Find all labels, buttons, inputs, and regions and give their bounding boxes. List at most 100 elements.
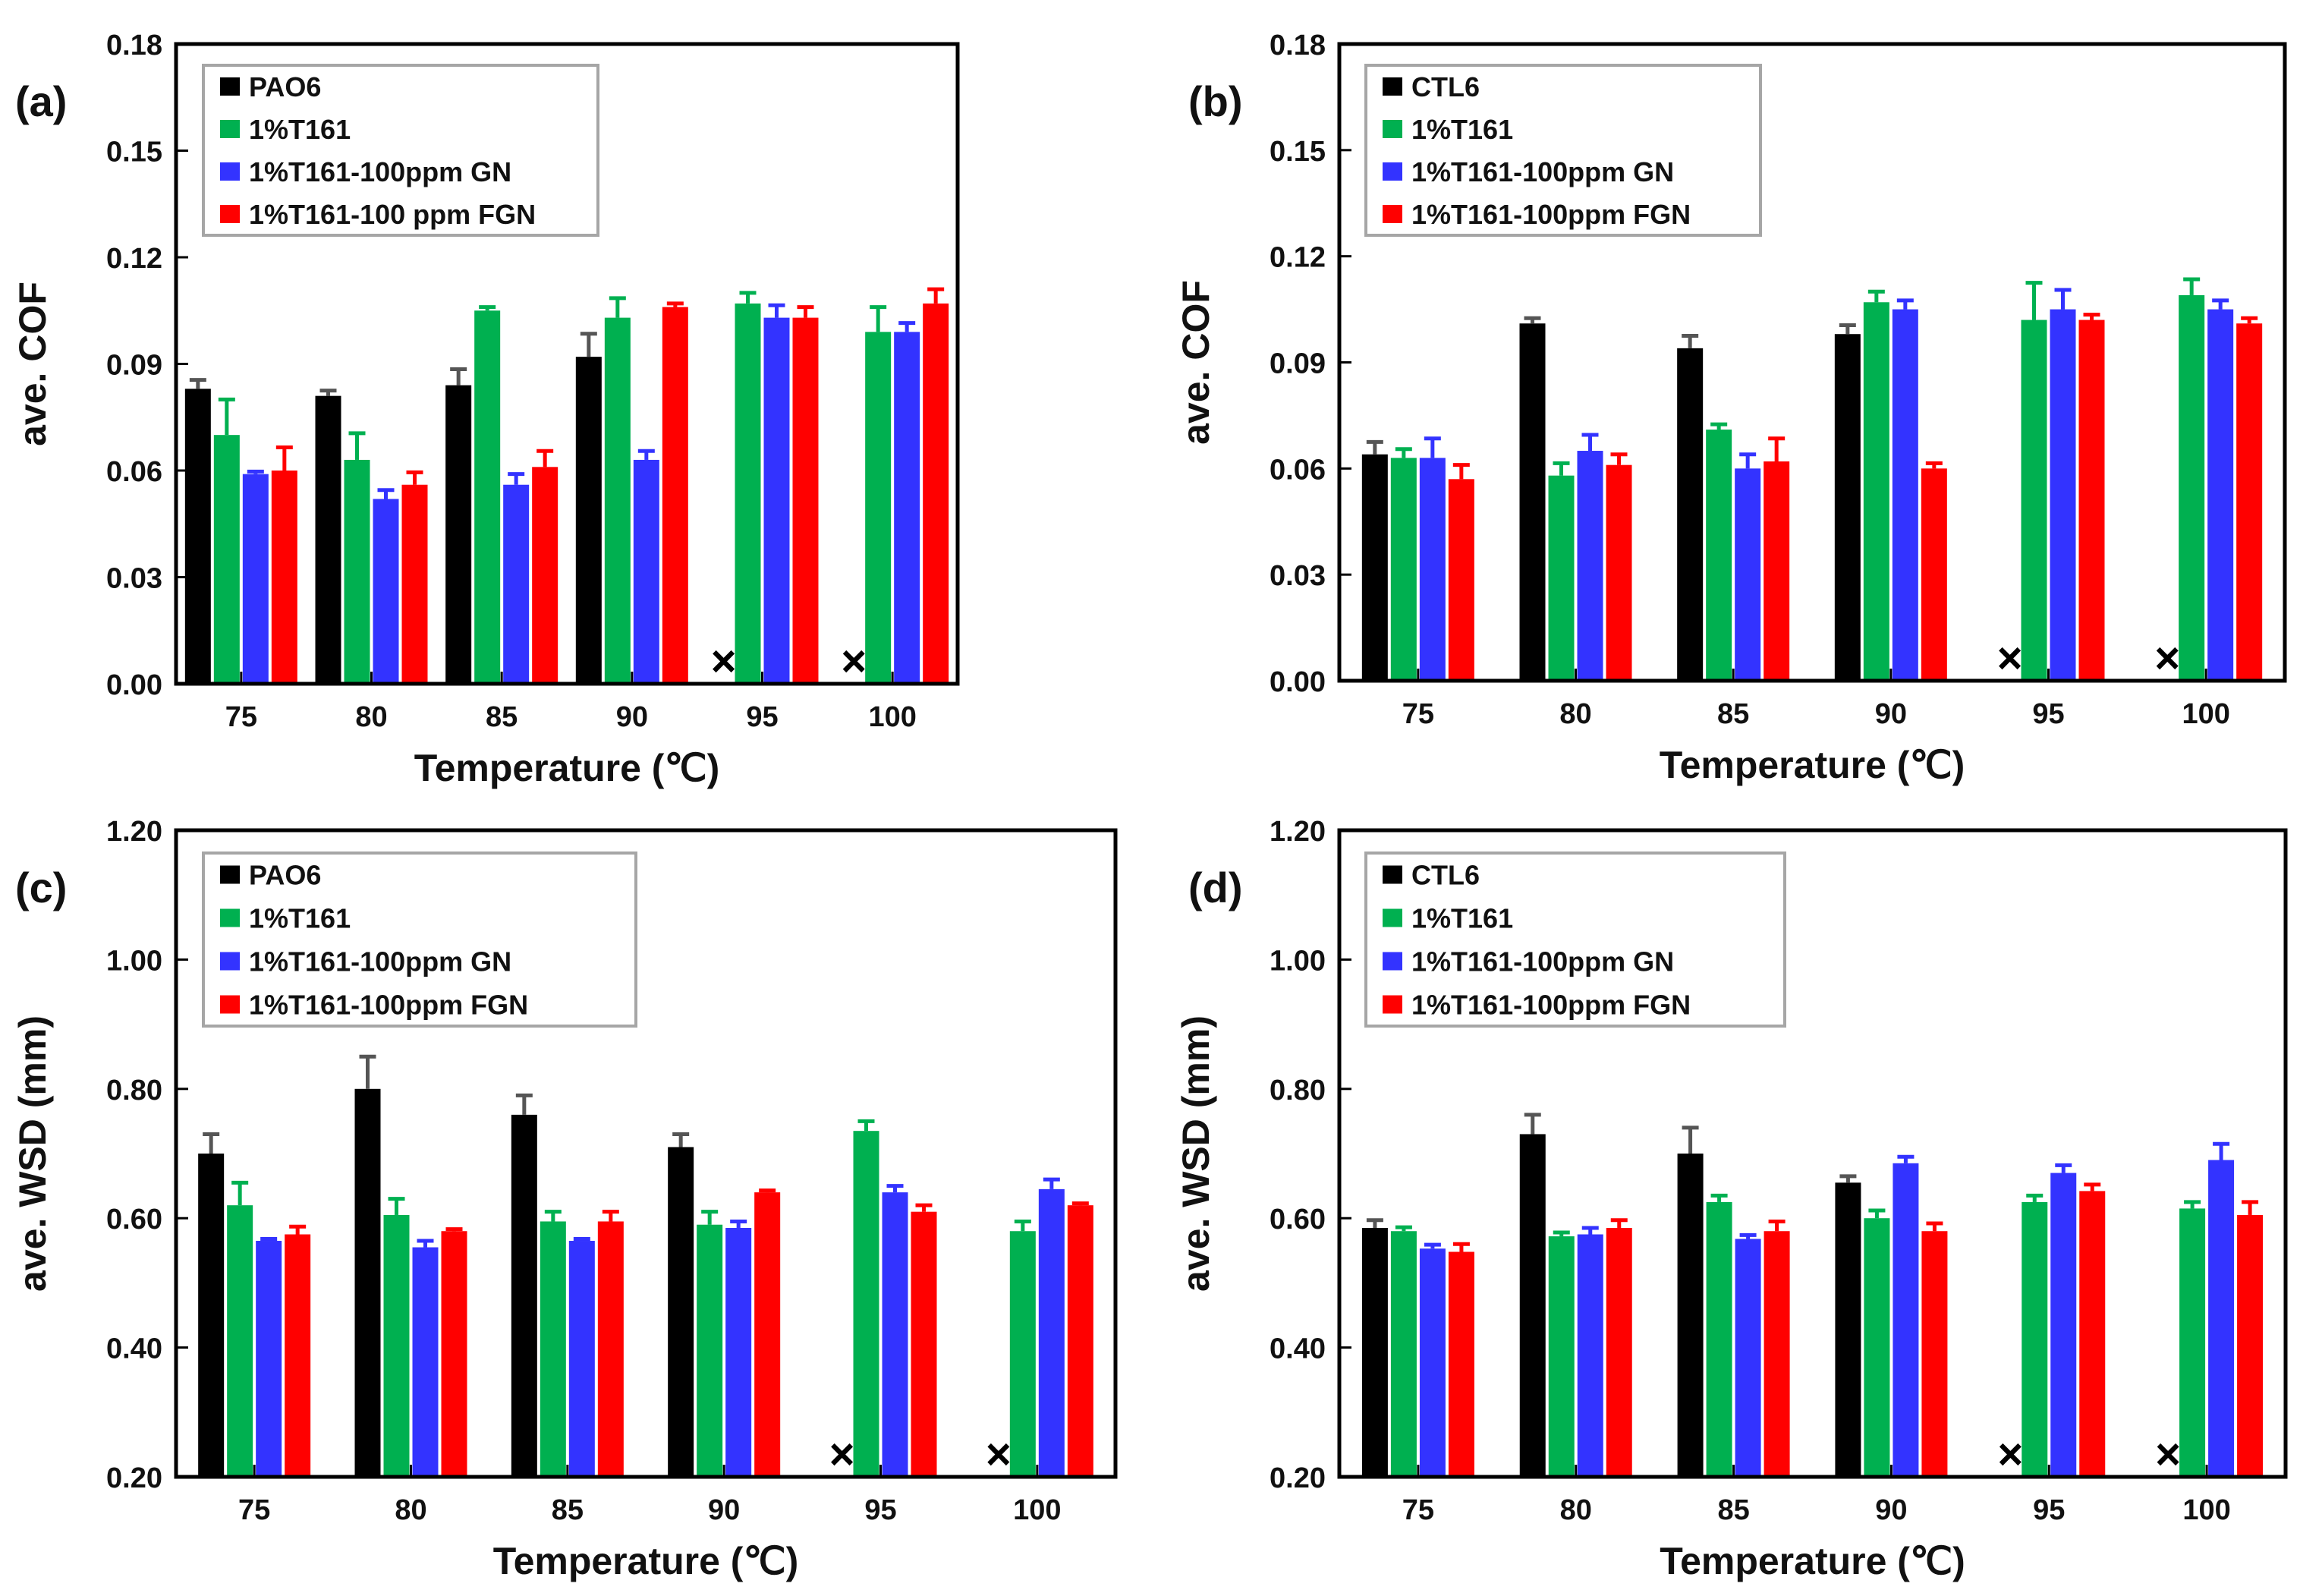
- legend-swatch: [1383, 908, 1402, 927]
- x-tick-label: 95: [2032, 698, 2064, 730]
- y-tick-label: 0.18: [106, 30, 162, 61]
- x-axis-title: Temperature (℃): [1660, 1540, 1965, 1582]
- legend-swatch: [1383, 120, 1402, 138]
- bar: [1735, 468, 1761, 681]
- bar: [1390, 458, 1417, 681]
- bar: [1519, 323, 1546, 681]
- legend: CTL6 1%T161 1%T161-100ppm GN 1%T161-100ppm …: [1364, 64, 1762, 237]
- legend-swatch: [220, 205, 240, 223]
- legend-entry: CTL6: [1411, 860, 1480, 891]
- bar: [1067, 1205, 1093, 1477]
- x-tick-label: 100: [2182, 1494, 2230, 1526]
- legend-entry: 1%T161-100ppm FGN: [1411, 990, 1691, 1021]
- panel-b: (b) 0.00 0.03 0.06 0.09 0.12 0.15 0.18 75 80 85 90 9…: [1175, 30, 2287, 786]
- bar: [1706, 1201, 1732, 1477]
- panel-c-label: (c): [15, 864, 67, 911]
- bar: [2179, 1208, 2206, 1477]
- bar: [911, 1211, 937, 1477]
- missing-marker: ×: [1997, 634, 2023, 683]
- bar: [474, 310, 501, 684]
- bar: [882, 1192, 908, 1477]
- missing-marker: ×: [2154, 634, 2180, 683]
- bar: [1921, 468, 1947, 681]
- y-tick-label: 1.00: [106, 945, 162, 977]
- x-tick-label: 75: [238, 1494, 270, 1526]
- x-tick-label: 80: [1560, 1494, 1592, 1526]
- bar: [2236, 323, 2263, 681]
- legend-entry: 1%T161: [1411, 114, 1513, 145]
- bar: [1677, 1154, 1704, 1477]
- x-tick-label: 90: [616, 701, 648, 733]
- x-tick-label: 85: [1717, 698, 1749, 730]
- bar: [1921, 1231, 1948, 1477]
- y-tick-label: 0.12: [1270, 242, 1326, 274]
- y-tick-label: 0.80: [106, 1075, 162, 1106]
- legend-swatch: [220, 120, 240, 138]
- x-axis-title: Temperature (℃): [1660, 744, 1965, 786]
- bar: [568, 1241, 595, 1477]
- x-tick-label: 95: [864, 1494, 896, 1526]
- bar: [2050, 309, 2076, 681]
- x-tick-label: 90: [1875, 1494, 1907, 1526]
- y-tick-label: 0.09: [106, 350, 162, 382]
- bar: [285, 1234, 311, 1477]
- bar: [1448, 1251, 1474, 1477]
- bar: [401, 484, 428, 684]
- missing-marker: ×: [1997, 1430, 2023, 1479]
- bar: [1038, 1188, 1065, 1477]
- legend-swatch: [1383, 995, 1402, 1014]
- bar: [1361, 1227, 1388, 1477]
- y-tick-label: 0.18: [1270, 30, 1326, 61]
- y-tick-label: 0.15: [106, 137, 162, 168]
- bar: [668, 1147, 694, 1477]
- bar: [763, 317, 790, 684]
- bar: [923, 303, 949, 684]
- y-tick-label: 0.12: [106, 243, 162, 275]
- bar: [1764, 461, 1790, 681]
- y-tick-label: 0.20: [1270, 1462, 1326, 1494]
- legend-entry: 1%T161: [249, 903, 351, 934]
- bar: [1892, 309, 1918, 681]
- plot-frame: [174, 828, 1118, 1479]
- bar: [1548, 1236, 1575, 1477]
- bar: [540, 1221, 566, 1477]
- y-axis-title: ave. WSD (mm): [1175, 1015, 1217, 1292]
- bar: [2021, 320, 2047, 681]
- legend-swatch: [220, 77, 240, 96]
- y-tick-label: 1.00: [1270, 945, 1326, 977]
- legend-swatch: [220, 162, 240, 181]
- legend-entry: 1%T161-100 ppm FGN: [249, 199, 536, 230]
- bar: [2179, 294, 2205, 681]
- legend-swatch: [1383, 162, 1402, 181]
- y-tick-label: 0.40: [1270, 1333, 1326, 1365]
- legend-swatch: [1383, 952, 1402, 971]
- bar: [1864, 1218, 1890, 1477]
- bar: [1677, 348, 1704, 681]
- missing-marker: ×: [2155, 1430, 2181, 1479]
- bar: [227, 1205, 253, 1477]
- bar: [1419, 1248, 1446, 1477]
- bar: [725, 1227, 752, 1477]
- bar: [1834, 334, 1861, 681]
- bar: [184, 389, 211, 684]
- legend-swatch: [1383, 865, 1402, 884]
- legend-swatch: [1383, 77, 1402, 96]
- x-tick-label: 80: [395, 1494, 426, 1526]
- bar: [1835, 1182, 1861, 1477]
- legend: PAO6 1%T161 1%T161-100ppm GN 1%T161-100 ppm…: [202, 64, 599, 237]
- bar: [1519, 1134, 1546, 1477]
- bar: [256, 1241, 282, 1477]
- y-axis-title: ave. WSD (mm): [11, 1015, 54, 1292]
- legend-entry: 1%T161-100ppm GN: [249, 946, 511, 977]
- bar: [2208, 1160, 2235, 1477]
- missing-marker: ×: [986, 1430, 1012, 1479]
- bar: [1577, 451, 1603, 681]
- panel-a: (a) 0.00 0.03 0.06 0.09 0.12 0.15 0.18 75 80 85 90 9…: [11, 30, 960, 789]
- legend-swatch: [220, 995, 240, 1014]
- plot-frame: [1337, 828, 2288, 1479]
- panel-b-label: (b): [1188, 77, 1243, 125]
- legend-entry: 1%T161-100ppm GN: [1411, 946, 1674, 977]
